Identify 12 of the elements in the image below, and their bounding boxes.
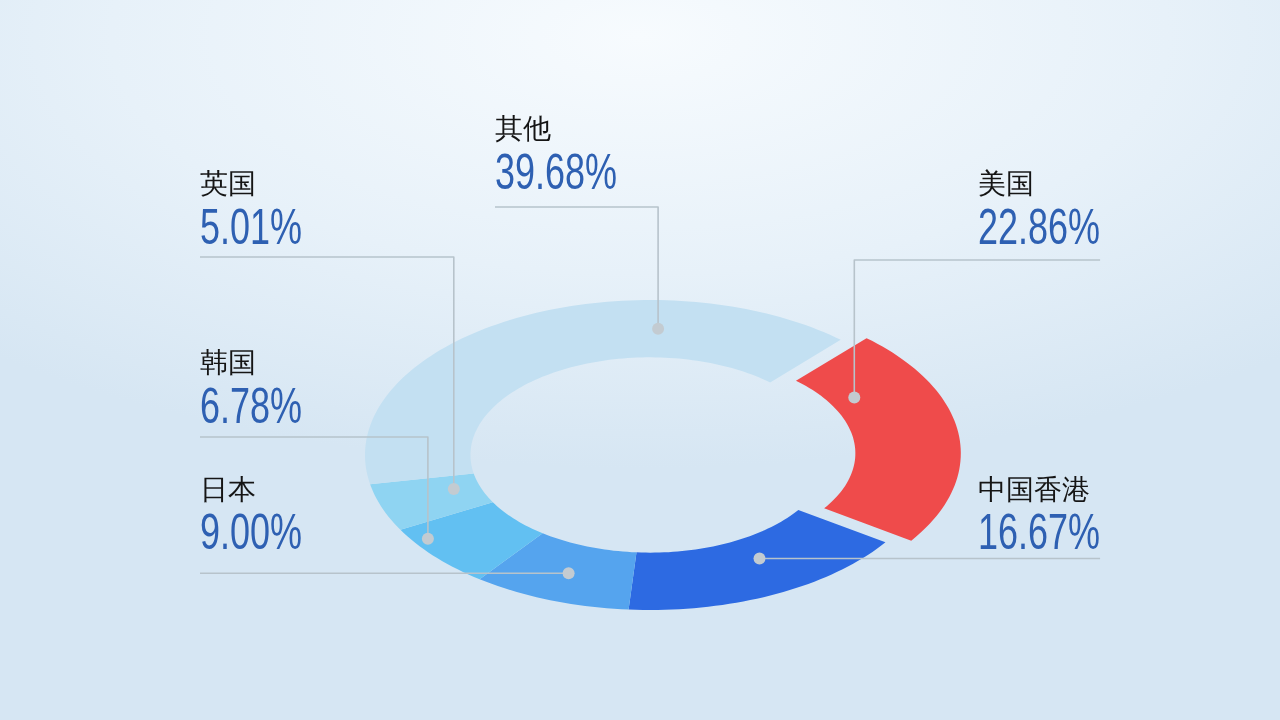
slice-label: 韩国 — [200, 347, 256, 378]
slice-label: 中国香港 — [978, 474, 1090, 505]
slice-label: 美国 — [978, 168, 1034, 199]
data-label: 16.67% — [978, 504, 1101, 560]
data-label: 39.68% — [495, 144, 618, 200]
data-label: 6.78% — [200, 378, 303, 434]
data-label: 9.00% — [200, 504, 303, 560]
data-label: 22.86% — [978, 199, 1101, 255]
slice-label: 日本 — [200, 474, 256, 505]
slice-label: 其他 — [495, 113, 551, 144]
slice-label: 英国 — [200, 168, 256, 199]
data-label: 5.01% — [200, 199, 303, 255]
